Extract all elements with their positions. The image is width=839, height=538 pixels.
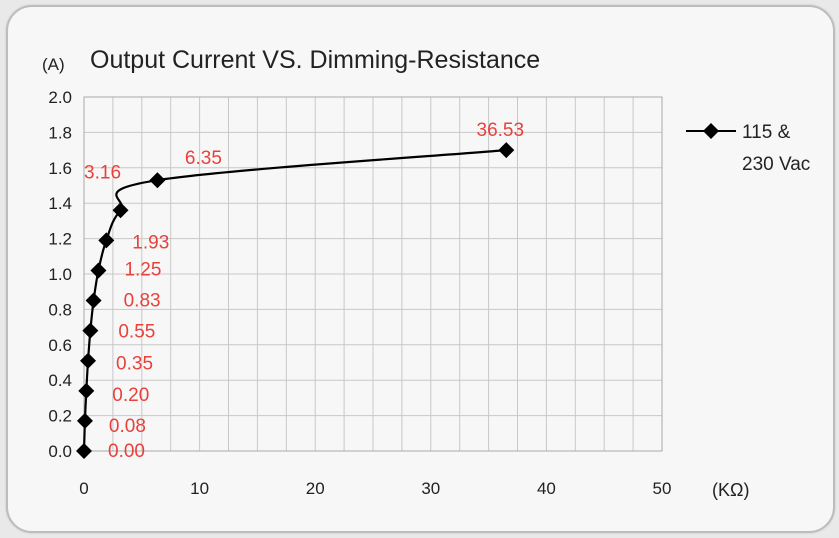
data-point-marker — [82, 322, 99, 339]
data-labels: 0.00 0.08 0.20 0.35 0.55 0.83 1.25 1.93 3.16 6.35… — [84, 120, 524, 462]
data-point-marker — [85, 292, 102, 309]
y-tick-label: 0.2 — [48, 407, 72, 426]
data-label: 0.08 — [109, 416, 146, 437]
y-tick-label: 0.8 — [48, 300, 72, 319]
data-point-marker — [76, 443, 92, 459]
data-label: 0.20 — [112, 385, 149, 406]
plot-area-border — [83, 96, 663, 452]
legend: 115 & 230 Vac — [686, 122, 810, 175]
y-tick-label: 0.0 — [48, 442, 72, 461]
y-tick-label: 1.2 — [48, 230, 72, 249]
series-line — [76, 142, 515, 459]
data-label: 3.16 — [84, 162, 121, 183]
y-tick-labels: 0.0 0.2 0.4 0.6 0.8 1.0 1.2 1.4 1.6 1.8 2.0 — [48, 88, 72, 461]
x-tick-label: 10 — [190, 479, 209, 498]
data-label: 36.53 — [477, 120, 525, 141]
data-label: 6.35 — [185, 148, 222, 169]
data-point-marker — [76, 412, 93, 429]
legend-marker — [703, 123, 719, 139]
x-tick-label: 50 — [653, 479, 672, 498]
legend-label-line-2: 230 Vac — [742, 154, 810, 175]
data-point-marker — [498, 142, 515, 159]
x-tick-label: 0 — [79, 479, 88, 498]
y-tick-label: 2.0 — [48, 88, 72, 107]
y-tick-label: 1.4 — [48, 194, 72, 213]
legend-label-line-1: 115 & — [742, 122, 791, 143]
y-tick-label: 0.4 — [48, 371, 72, 390]
data-label: 1.93 — [132, 232, 169, 253]
data-point-marker — [78, 382, 95, 399]
x-axis-label: (KΩ) — [712, 480, 749, 500]
grid — [83, 96, 663, 452]
y-tick-label: 1.0 — [48, 265, 72, 284]
x-tick-label: 20 — [306, 479, 325, 498]
data-label: 0.35 — [116, 354, 153, 375]
x-tick-label: 30 — [421, 479, 440, 498]
data-point-marker — [90, 262, 107, 279]
data-point-marker — [112, 202, 129, 219]
data-label: 0.83 — [124, 291, 161, 312]
data-point-marker — [98, 232, 115, 249]
data-label: 0.55 — [118, 322, 155, 343]
x-tick-label: 40 — [537, 479, 556, 498]
chart-title: Output Current VS. Dimming-Resistance — [90, 46, 540, 74]
y-axis-label: (A) — [42, 55, 65, 74]
data-point-marker — [80, 352, 97, 369]
y-tick-label: 0.6 — [48, 336, 72, 355]
data-label: 0.00 — [108, 441, 145, 462]
x-tick-labels: 0 10 20 30 40 50 — [79, 479, 671, 498]
data-label: 1.25 — [124, 259, 161, 280]
y-tick-label: 1.6 — [48, 159, 72, 178]
y-tick-label: 1.8 — [48, 123, 72, 142]
chart-frame — [6, 5, 835, 533]
data-point-marker — [149, 172, 166, 189]
